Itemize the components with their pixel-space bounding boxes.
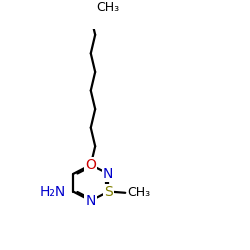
Text: O: O <box>85 158 96 172</box>
Text: N: N <box>86 194 96 208</box>
Text: CH₃: CH₃ <box>96 1 119 14</box>
Text: N: N <box>103 167 113 181</box>
Text: S: S <box>104 185 112 199</box>
Text: H₂N: H₂N <box>40 185 66 199</box>
Text: CH₃: CH₃ <box>128 186 150 199</box>
